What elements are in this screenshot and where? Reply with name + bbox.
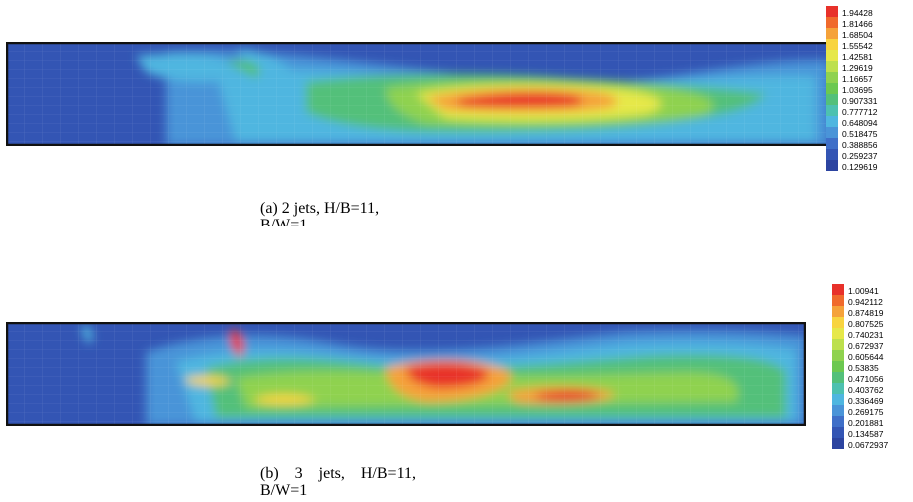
legend-b-swatch bbox=[832, 328, 844, 339]
legend-b-swatch bbox=[832, 361, 844, 372]
legend-b-label: 0.336469 bbox=[848, 396, 884, 406]
legend-a-swatch bbox=[826, 17, 838, 28]
legend-a-label: 0.777712 bbox=[842, 107, 878, 117]
legend-b-swatch bbox=[832, 438, 844, 449]
legend-b-swatch bbox=[832, 350, 844, 361]
legend-a-swatch bbox=[826, 116, 838, 127]
legend-a-swatch bbox=[826, 83, 838, 94]
legend-a-label: 1.68504 bbox=[842, 30, 873, 40]
legend-b-label: 0.672937 bbox=[848, 341, 884, 351]
caption-a: (a) 2 jets, H/B=11, B/W=1 bbox=[260, 200, 379, 226]
legend-a-label: 0.259237 bbox=[842, 151, 878, 161]
colorbar-legend-a: 1.94428 1.81466 1.68504 1.55542 1.42581 1.296… bbox=[826, 6, 906, 182]
legend-a-swatch bbox=[826, 72, 838, 83]
legend-a-swatch bbox=[826, 28, 838, 39]
legend-b-swatch bbox=[832, 372, 844, 383]
legend-b-label: 0.201881 bbox=[848, 418, 884, 428]
legend-a-label: 1.03695 bbox=[842, 85, 873, 95]
legend-a-swatch bbox=[826, 127, 838, 138]
contour-plot-b bbox=[6, 322, 806, 426]
legend-a-label: 0.648094 bbox=[842, 118, 878, 128]
legend-b-label: 0.269175 bbox=[848, 407, 884, 417]
legend-a-swatch bbox=[826, 105, 838, 116]
legend-b-swatch bbox=[832, 295, 844, 306]
caption-b-line1: (b) 3 jets, H/B=11, bbox=[260, 465, 416, 482]
legend-a-label: 1.94428 bbox=[842, 8, 873, 18]
legend-a-label: 0.907331 bbox=[842, 96, 878, 106]
caption-b-line2: B/W=1 bbox=[260, 482, 308, 499]
legend-b-swatch bbox=[832, 284, 844, 295]
legend-b-label: 0.874819 bbox=[848, 308, 884, 318]
legend-a-swatch bbox=[826, 39, 838, 50]
legend-b-swatch bbox=[832, 306, 844, 317]
legend-a-label: 0.129619 bbox=[842, 162, 878, 172]
legend-b-swatch bbox=[832, 394, 844, 405]
legend-b-label: 0.471056 bbox=[848, 374, 884, 384]
legend-a-swatch bbox=[826, 94, 838, 105]
legend-b-label: 0.605644 bbox=[848, 352, 884, 362]
caption-a-line1: (a) 2 jets, H/B=11, bbox=[260, 200, 380, 217]
contour-plot-a bbox=[6, 42, 830, 146]
legend-a-swatch bbox=[826, 149, 838, 160]
legend-b-label: 0.134587 bbox=[848, 429, 884, 439]
legend-a-label: 1.42581 bbox=[842, 52, 873, 62]
colorbar-legend-b: 1.00941 0.942112 0.874819 0.807525 0.740231 0… bbox=[832, 284, 912, 460]
legend-a-swatch bbox=[826, 6, 838, 17]
legend-b-label: 0.740231 bbox=[848, 330, 884, 340]
legend-b-label: 0.807525 bbox=[848, 319, 884, 329]
legend-a-label: 1.16657 bbox=[842, 74, 873, 84]
legend-b-label: 0.403762 bbox=[848, 385, 884, 395]
legend-a-label: 0.518475 bbox=[842, 129, 878, 139]
legend-b-label: 1.00941 bbox=[848, 286, 879, 296]
legend-a-label: 1.29619 bbox=[842, 63, 873, 73]
caption-b: (b) 3 jets, H/B=11, B/W=1 bbox=[260, 465, 416, 500]
legend-b-swatch bbox=[832, 383, 844, 394]
legend-a-swatch bbox=[826, 50, 838, 61]
caption-a-line2: B/W=1 bbox=[260, 217, 308, 226]
legend-a-label: 1.81466 bbox=[842, 19, 873, 29]
legend-b-swatch bbox=[832, 405, 844, 416]
legend-b-swatch bbox=[832, 317, 844, 328]
legend-b-swatch bbox=[832, 427, 844, 438]
legend-b-label: 0.0672937 bbox=[848, 440, 889, 450]
legend-a-swatch bbox=[826, 160, 838, 171]
legend-b-label: 0.942112 bbox=[848, 297, 883, 307]
legend-b-label: 0.53835 bbox=[848, 363, 879, 373]
legend-b-swatch bbox=[832, 339, 844, 350]
legend-b-swatch bbox=[832, 416, 844, 427]
legend-a-swatch bbox=[826, 61, 838, 72]
contour-field-b bbox=[6, 322, 806, 426]
legend-a-label: 0.388856 bbox=[842, 140, 878, 150]
legend-a-label: 1.55542 bbox=[842, 41, 873, 51]
legend-a-swatch bbox=[826, 138, 838, 149]
contour-field-a bbox=[6, 42, 830, 146]
